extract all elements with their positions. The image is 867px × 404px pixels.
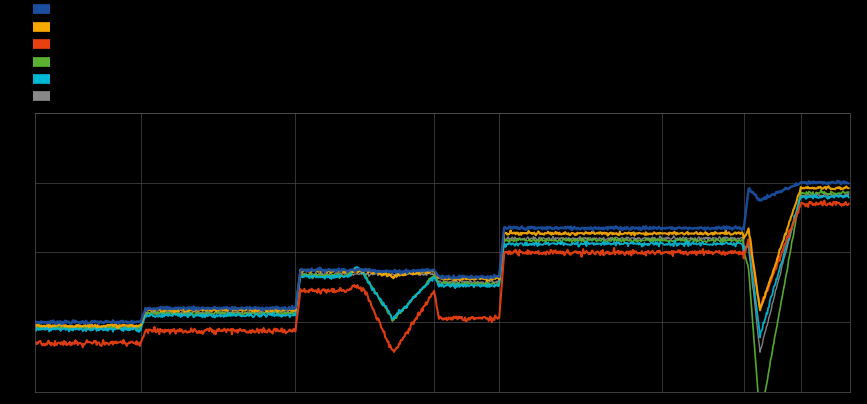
Legend: , , , , , : , , , , ,: [34, 3, 53, 104]
